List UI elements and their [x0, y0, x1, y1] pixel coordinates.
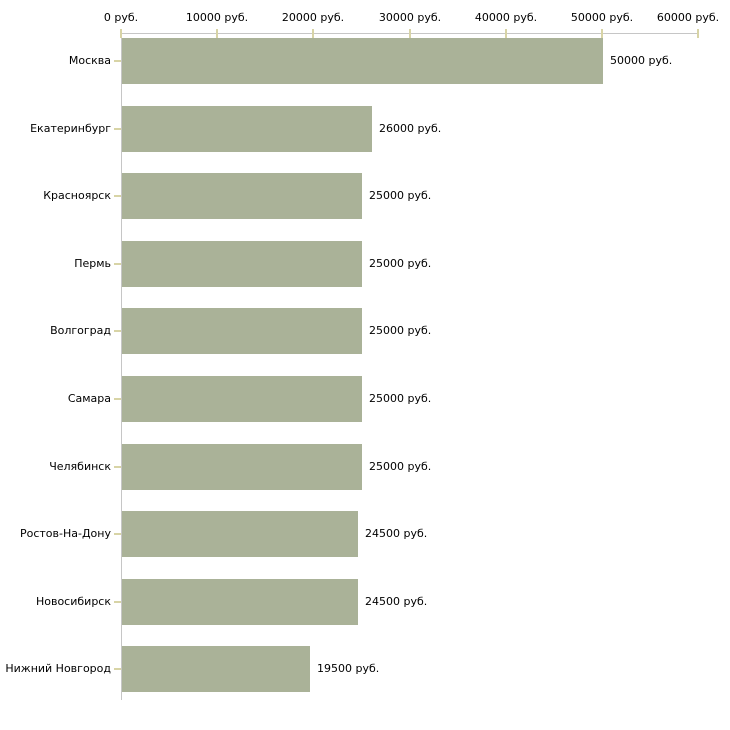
x-axis-tick [216, 29, 218, 38]
y-axis-tick [114, 601, 121, 603]
bar [122, 444, 362, 490]
x-axis-tick-label: 30000 руб. [378, 11, 442, 24]
category-label: Самара [67, 392, 111, 405]
x-axis-tick [697, 29, 699, 38]
bar [122, 646, 310, 692]
category-label: Красноярск [43, 189, 111, 202]
y-axis-tick [114, 533, 121, 535]
bar [122, 376, 362, 422]
value-label: 25000 руб. [369, 189, 432, 202]
bar [122, 579, 358, 625]
x-axis-tick-label: 50000 руб. [570, 11, 634, 24]
x-axis-tick [601, 29, 603, 38]
x-axis-tick [409, 29, 411, 38]
value-label: 24500 руб. [365, 527, 428, 540]
x-axis-tick [312, 29, 314, 38]
category-label: Екатеринбург [30, 122, 111, 135]
x-axis-tick-label: 20000 руб. [281, 11, 345, 24]
category-label: Пермь [74, 257, 111, 270]
bar [122, 106, 372, 152]
y-axis-tick [114, 195, 121, 197]
category-label: Новосибирск [35, 595, 111, 608]
value-label: 25000 руб. [369, 324, 432, 337]
category-label: Нижний Новгород [5, 662, 111, 675]
x-axis-tick-label: 40000 руб. [474, 11, 538, 24]
y-axis-tick [114, 330, 121, 332]
bar [122, 308, 362, 354]
value-label: 26000 руб. [379, 122, 442, 135]
value-label: 50000 руб. [610, 54, 673, 67]
category-label: Ростов-На-Дону [19, 527, 111, 540]
y-axis-tick [114, 60, 121, 62]
y-axis-tick [114, 466, 121, 468]
category-label: Челябинск [49, 460, 111, 473]
y-axis-tick [114, 263, 121, 265]
y-axis-line [121, 33, 122, 700]
x-axis-tick [120, 29, 122, 38]
value-label: 25000 руб. [369, 392, 432, 405]
value-label: 19500 руб. [317, 662, 380, 675]
y-axis-tick [114, 398, 121, 400]
category-label: Волгоград [50, 324, 111, 337]
bar [122, 241, 362, 287]
y-axis-tick [114, 668, 121, 670]
value-label: 25000 руб. [369, 460, 432, 473]
bar [122, 511, 358, 557]
x-axis-tick-label: 0 руб. [103, 11, 139, 24]
x-axis-tick [505, 29, 507, 38]
value-label: 24500 руб. [365, 595, 428, 608]
category-label: Москва [68, 54, 111, 67]
x-axis-tick-label: 60000 руб. [656, 11, 720, 24]
bar [122, 173, 362, 219]
value-label: 25000 руб. [369, 257, 432, 270]
y-axis-tick [114, 128, 121, 130]
bar [122, 38, 603, 84]
x-axis-tick-label: 10000 руб. [185, 11, 249, 24]
